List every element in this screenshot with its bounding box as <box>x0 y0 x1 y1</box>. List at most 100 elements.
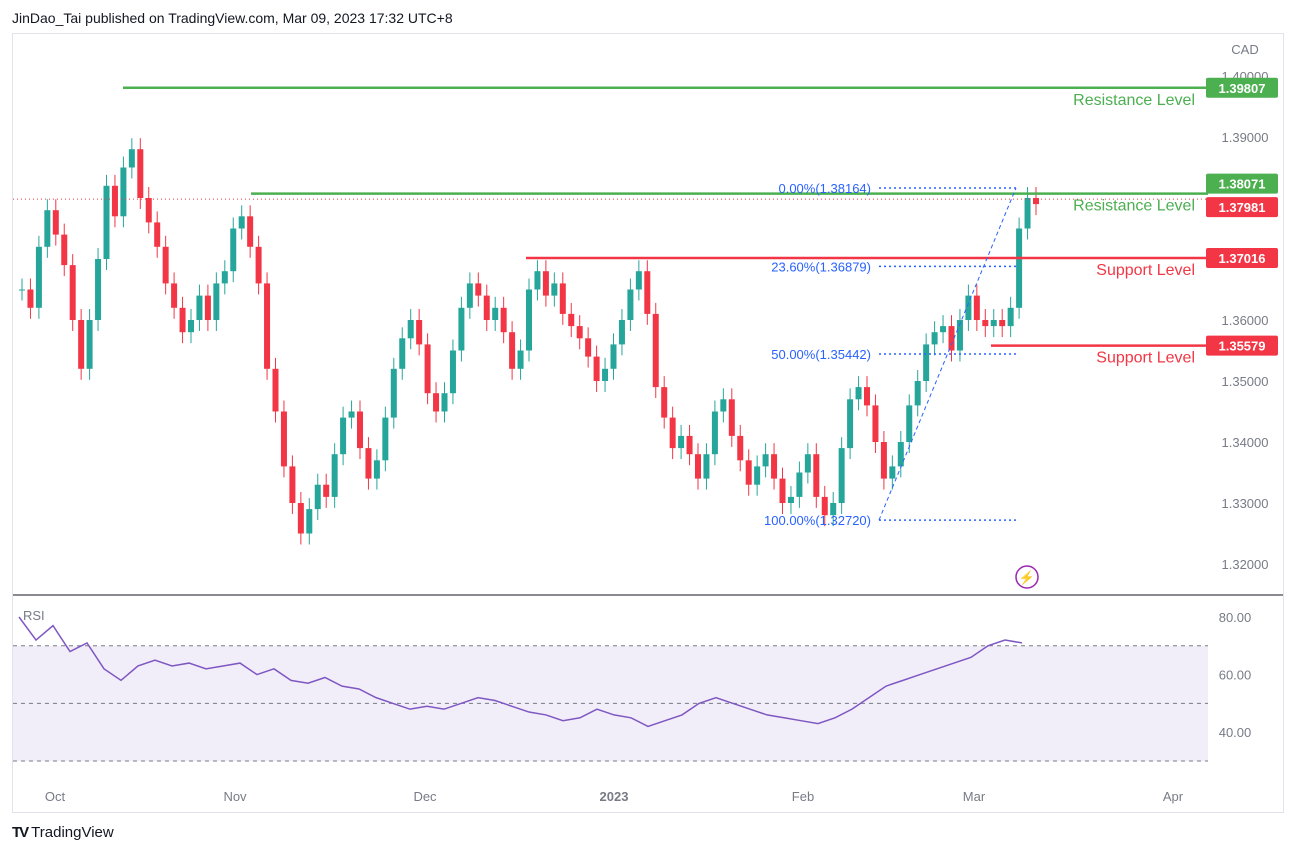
candle-body <box>247 216 254 247</box>
candle-body <box>145 198 152 223</box>
price-tag <box>1206 197 1278 218</box>
candle-body <box>255 246 262 284</box>
candle-body <box>357 411 363 449</box>
candle-body <box>956 320 963 351</box>
chart-canvas[interactable]: Resistance Level Resistance Level Support … <box>13 34 1283 812</box>
candle-body <box>154 222 161 247</box>
candle-body <box>323 484 330 497</box>
price-tick: 1.39000 <box>1222 130 1269 145</box>
candle-body <box>179 307 186 333</box>
candle-body <box>238 216 245 229</box>
chart-frame[interactable]: Resistance Level Resistance Level Support … <box>12 33 1284 813</box>
time-tick: Apr <box>1163 789 1184 804</box>
price-tag-text: 1.37016 <box>1219 251 1266 266</box>
candle-body <box>618 320 625 345</box>
candle-body <box>754 466 761 485</box>
candle-body <box>1033 198 1039 205</box>
price-tag-text: 1.37981 <box>1219 200 1266 215</box>
candle-body <box>855 387 862 400</box>
candle-body <box>526 289 532 351</box>
price-tag <box>1206 335 1278 356</box>
brand-name: TradingView <box>31 824 114 841</box>
candle-body <box>982 320 989 327</box>
candle-body <box>162 246 169 284</box>
candle-body <box>864 387 870 406</box>
candle-body <box>365 448 372 479</box>
candle-body <box>610 344 617 369</box>
candle-body <box>306 509 313 534</box>
candle-body <box>61 234 68 266</box>
candle-body <box>120 167 127 217</box>
price-tick: 1.35000 <box>1222 374 1269 389</box>
candle-body <box>35 246 42 308</box>
candle-body <box>517 350 524 369</box>
footer: TV TradingView <box>12 824 114 841</box>
candle-body <box>686 435 693 455</box>
candle-body <box>728 399 735 436</box>
candle-body <box>999 320 1006 327</box>
candle-body <box>568 313 575 327</box>
price-tick: 1.36000 <box>1222 313 1269 328</box>
candle-body <box>593 356 600 381</box>
candle-body <box>449 350 456 394</box>
candle-body <box>897 442 904 467</box>
time-tick: 2023 <box>600 789 629 804</box>
candle-body <box>475 283 482 296</box>
level-label: Support Level <box>1096 350 1195 367</box>
candle-body <box>602 368 609 381</box>
time-tick: Oct <box>45 789 66 804</box>
candle-body <box>500 307 507 333</box>
candle-body <box>923 344 930 381</box>
candle-body <box>441 393 448 412</box>
candle-body <box>787 496 794 503</box>
candle-body <box>973 295 980 320</box>
rsi-label: RSI <box>23 608 45 623</box>
candle-body <box>804 454 811 473</box>
candle-body <box>1024 198 1031 229</box>
candle-body <box>27 289 34 308</box>
candle-body <box>695 454 701 479</box>
candle-body <box>52 210 59 235</box>
candle-body <box>678 435 685 449</box>
candle-body <box>280 411 287 467</box>
candle-body <box>990 320 997 327</box>
level-label: Resistance Level <box>1073 92 1195 109</box>
candle-body <box>466 283 473 308</box>
lightning-bolt-icon: ⚡ <box>1019 570 1035 586</box>
candle-body <box>889 466 896 479</box>
rsi-tick: 80.00 <box>1219 610 1252 625</box>
candle-body <box>914 381 921 406</box>
candle-body <box>44 210 51 247</box>
candle-body <box>830 503 837 516</box>
candle-body <box>483 295 490 320</box>
candle-body <box>745 460 752 485</box>
candle-body <box>390 368 397 418</box>
candle-body <box>458 307 465 351</box>
candle-body <box>880 442 887 479</box>
candle-body <box>382 417 389 461</box>
time-tick: Nov <box>223 789 247 804</box>
level-label: Support Level <box>1096 262 1195 279</box>
candle-body <box>635 271 642 290</box>
candle-body <box>492 307 499 320</box>
candle-body <box>19 289 25 291</box>
candle-body <box>111 185 118 217</box>
candle-body <box>821 496 828 516</box>
candle-body <box>872 405 879 442</box>
time-tick: Feb <box>792 789 814 804</box>
candle-body <box>576 326 583 339</box>
fib-label: 50.00%(1.35442) <box>771 347 871 362</box>
alert-icon <box>1015 565 1039 589</box>
candle-body <box>551 283 558 296</box>
candle-body <box>542 271 549 296</box>
candle-body <box>940 326 947 333</box>
candle-body <box>69 265 76 320</box>
candle-body <box>424 344 431 394</box>
candle-body <box>711 411 718 455</box>
candle-body <box>196 295 203 320</box>
candle-body <box>433 393 440 412</box>
tradingview-logo-icon: TV <box>12 824 29 841</box>
candle-body <box>331 454 338 497</box>
candle-body <box>264 283 271 369</box>
candle-body <box>1016 228 1023 308</box>
